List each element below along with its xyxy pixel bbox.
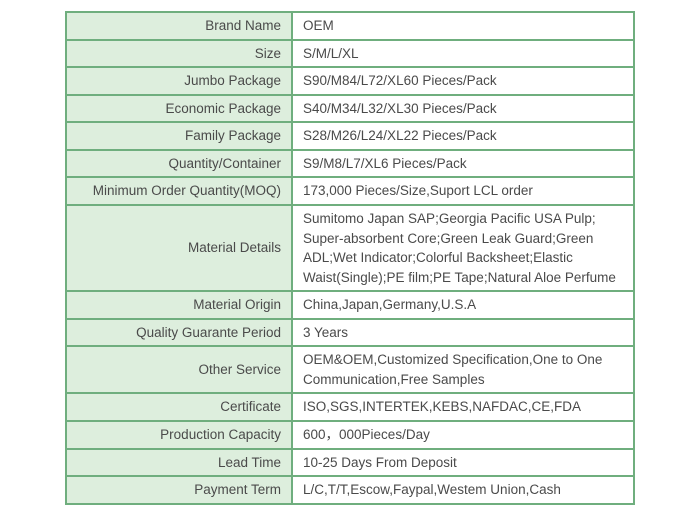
spec-label: Other Service	[65, 345, 293, 395]
spec-label: Quantity/Container	[65, 148, 293, 179]
product-specification-table: Brand Name OEM Size S/M/L/XL Jumbo Packa…	[65, 11, 635, 505]
spec-row-size: Size S/M/L/XL	[65, 38, 635, 69]
spec-row-brand-name: Brand Name OEM	[65, 11, 635, 41]
spec-value: 10-25 Days From Deposit	[291, 447, 635, 478]
spec-value: S/M/L/XL	[291, 38, 635, 69]
spec-label: Quality Guarante Period	[65, 317, 293, 348]
spec-label: Lead Time	[65, 447, 293, 478]
spec-label: Economic Package	[65, 93, 293, 124]
spec-label: Family Package	[65, 121, 293, 151]
spec-value: S90/M84/L72/XL60 Pieces/Pack	[291, 66, 635, 96]
spec-value: 173,000 Pieces/Size,Suport LCL order	[291, 176, 635, 206]
spec-row-quality-guarante-period: Quality Guarante Period 3 Years	[65, 317, 635, 348]
spec-row-moq: Minimum Order Quantity(MOQ) 173,000 Piec…	[65, 176, 635, 206]
page: Brand Name OEM Size S/M/L/XL Jumbo Packa…	[65, 11, 635, 505]
spec-row-economic-package: Economic Package S40/M34/L32/XL30 Pieces…	[65, 93, 635, 124]
spec-value: Sumitomo Japan SAP;Georgia Pacific USA P…	[291, 203, 635, 293]
spec-row-quantity-container: Quantity/Container S9/M8/L7/XL6 Pieces/P…	[65, 148, 635, 179]
spec-value: S40/M34/L32/XL30 Pieces/Pack	[291, 93, 635, 124]
spec-row-production-capacity: Production Capacity 600，000Pieces/Day	[65, 420, 635, 450]
spec-label: Production Capacity	[65, 420, 293, 450]
spec-value: 600，000Pieces/Day	[291, 420, 635, 450]
spec-label: Brand Name	[65, 11, 293, 41]
spec-value: China,Japan,Germany,U.S.A	[291, 290, 635, 320]
spec-row-family-package: Family Package S28/M26/L24/XL22 Pieces/P…	[65, 121, 635, 151]
spec-row-lead-time: Lead Time 10-25 Days From Deposit	[65, 447, 635, 478]
spec-row-material-details: Material Details Sumitomo Japan SAP;Geor…	[65, 203, 635, 293]
spec-row-other-service: Other Service OEM&OEM,Customized Specifi…	[65, 345, 635, 395]
spec-value: S28/M26/L24/XL22 Pieces/Pack	[291, 121, 635, 151]
spec-label: Material Details	[65, 203, 293, 293]
spec-row-certificate: Certificate ISO,SGS,INTERTEK,KEBS,NAFDAC…	[65, 392, 635, 422]
spec-value: ISO,SGS,INTERTEK,KEBS,NAFDAC,CE,FDA	[291, 392, 635, 422]
spec-value: 3 Years	[291, 317, 635, 348]
spec-value: OEM	[291, 11, 635, 41]
spec-value: S9/M8/L7/XL6 Pieces/Pack	[291, 148, 635, 179]
spec-label: Certificate	[65, 392, 293, 422]
spec-value: OEM&OEM,Customized Specification,One to …	[291, 345, 635, 395]
spec-row-payment-term: Payment Term L/C,T/T,Escow,Faypal,Westem…	[65, 475, 635, 505]
spec-row-material-origin: Material Origin China,Japan,Germany,U.S.…	[65, 290, 635, 320]
spec-row-jumbo-package: Jumbo Package S90/M84/L72/XL60 Pieces/Pa…	[65, 66, 635, 96]
spec-label: Jumbo Package	[65, 66, 293, 96]
spec-label: Minimum Order Quantity(MOQ)	[65, 176, 293, 206]
spec-label: Payment Term	[65, 475, 293, 505]
spec-value: L/C,T/T,Escow,Faypal,Westem Union,Cash	[291, 475, 635, 505]
spec-label: Material Origin	[65, 290, 293, 320]
spec-label: Size	[65, 38, 293, 69]
